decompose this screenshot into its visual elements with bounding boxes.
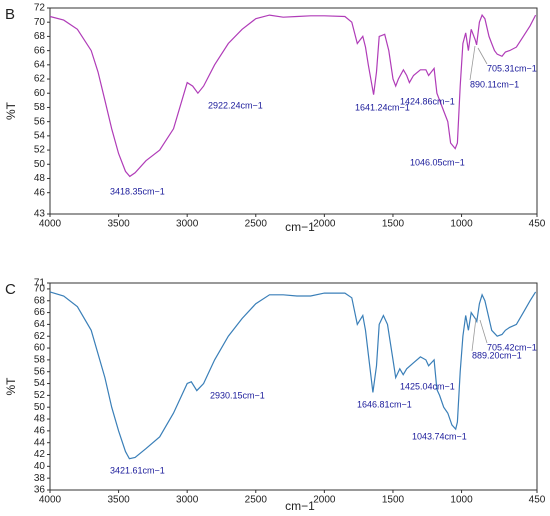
leader-line (479, 319, 488, 344)
plot-frame (49, 7, 538, 215)
y-tick-label: 48 (34, 414, 46, 425)
y-tick-label: 50 (34, 402, 46, 413)
y-tick-label: 44 (34, 437, 46, 448)
y-tick-label: 58 (34, 102, 46, 113)
y-tick-label: 62 (34, 74, 46, 85)
y-tick-label: 62 (34, 331, 46, 342)
plot-frame (49, 282, 538, 491)
x-tick-label: 3000 (176, 219, 199, 230)
y-tick-label: 70 (34, 284, 46, 295)
annotation: 1646.81cm−1 (357, 399, 412, 409)
x-tick-label: 2500 (245, 495, 268, 506)
y-tick-label: 38 (34, 473, 46, 484)
y-tick-label: 56 (34, 366, 46, 377)
x-tick-label: 3500 (107, 219, 130, 230)
y-tick-label: 70 (34, 17, 46, 28)
y-tick-label: 46 (34, 425, 46, 436)
y-tick-label: 60 (34, 88, 46, 99)
annotation: 3421.61cm−1 (110, 465, 165, 475)
annotation: 1425.04cm−1 (400, 381, 455, 391)
y-tick-label: 54 (34, 378, 46, 389)
y-tick-label: 68 (34, 31, 46, 42)
x-tick-label: 4000 (39, 219, 62, 230)
y-tick-label: 54 (34, 131, 46, 142)
y-tick-label: 68 (34, 295, 46, 306)
annotation: 2930.15cm−1 (210, 390, 265, 400)
x-tick-label: 2500 (245, 219, 268, 230)
y-tick-label: 40 (34, 461, 46, 472)
annotation: 1641.24cm−1 (355, 102, 410, 112)
x-axis-title: cm−1 (285, 499, 315, 513)
y-axis-title: %T (4, 377, 18, 396)
leader-line (469, 45, 476, 81)
y-tick-label: 66 (34, 45, 46, 56)
annotation: 705.31cm−1 (487, 63, 537, 73)
panel-label: B (5, 6, 15, 23)
annotation: 889.20cm−1 (472, 350, 522, 360)
x-tick-label: 1000 (450, 219, 473, 230)
spectrum-line (49, 13, 537, 178)
y-tick-label: 71 (34, 278, 46, 289)
x-tick-label: 450 (529, 219, 546, 230)
y-tick-label: 60 (34, 343, 46, 354)
annotation: 890.11cm−1 (470, 79, 519, 89)
annotation: 1046.05cm−1 (410, 157, 465, 167)
spectrum-line (49, 291, 537, 460)
leader-line (477, 47, 488, 65)
x-tick-label: 1500 (382, 219, 405, 230)
annotation: 2922.24cm−1 (208, 100, 263, 110)
y-tick-label: 46 (34, 187, 46, 198)
y-tick-label: 48 (34, 173, 46, 184)
x-tick-label: 4000 (39, 495, 62, 506)
y-tick-label: 52 (34, 390, 46, 401)
x-tick-label: 3500 (107, 495, 130, 506)
y-tick-label: 56 (34, 116, 46, 127)
y-tick-label: 36 (34, 485, 46, 496)
x-tick-label: 1500 (382, 495, 405, 506)
y-tick-label: 50 (34, 159, 46, 170)
annotation: 1043.74cm−1 (412, 431, 467, 441)
x-tick-label: 2000 (313, 495, 336, 506)
y-tick-label: 43 (34, 209, 46, 220)
y-tick-label: 66 (34, 307, 46, 318)
y-tick-label: 58 (34, 355, 46, 366)
y-tick-label: 42 (34, 449, 46, 460)
x-axis-title: cm−1 (285, 220, 315, 234)
annotation: 705.42cm−1 (487, 342, 537, 352)
y-tick-label: 52 (34, 145, 46, 156)
x-tick-label: 2000 (313, 219, 336, 230)
annotation: 3418.35cm−1 (110, 186, 165, 196)
x-tick-label: 450 (529, 495, 546, 506)
x-tick-label: 3000 (176, 495, 199, 506)
panel-label: C (5, 281, 16, 298)
y-axis-title: %T (4, 101, 18, 120)
y-tick-label: 72 (34, 3, 46, 14)
y-tick-label: 64 (34, 319, 46, 330)
x-tick-label: 1000 (450, 495, 473, 506)
leader-line (471, 317, 477, 352)
annotation: 1424.86cm−1 (400, 96, 455, 106)
y-tick-label: 64 (34, 59, 46, 70)
